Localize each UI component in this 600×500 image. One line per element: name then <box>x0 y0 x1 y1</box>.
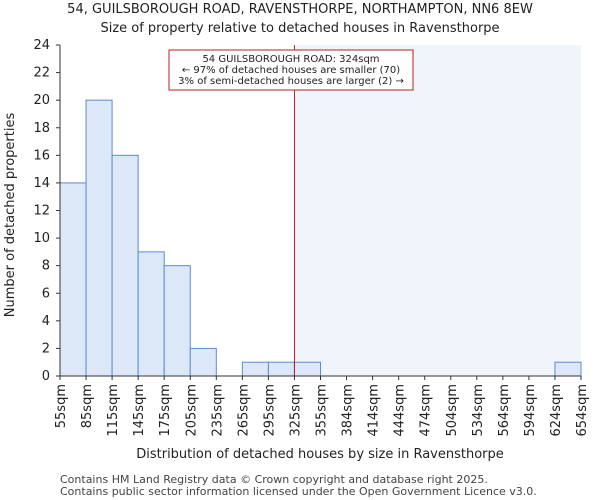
annotation-line3: 3% of semi-detached houses are larger (2… <box>178 76 404 87</box>
bar-205sqm <box>189 347 217 377</box>
y-tick-label: 2 <box>42 341 50 356</box>
y-tick-label: 10 <box>33 231 50 246</box>
y-tick-label: 0 <box>42 369 50 384</box>
x-tick-label: 414sqm <box>367 384 382 437</box>
x-tick-label: 115sqm <box>106 384 121 437</box>
x-tick-label: 654sqm <box>575 384 590 437</box>
x-tick-label: 265sqm <box>236 384 251 437</box>
annotation-line1: 54 GUILSBOROUGH ROAD: 324sqm <box>202 54 379 65</box>
x-tick-label: 145sqm <box>132 384 147 437</box>
bars <box>59 99 582 377</box>
x-tick-label: 205sqm <box>184 384 199 437</box>
x-axis-label: Distribution of detached houses by size … <box>136 447 504 462</box>
footer-line2: Contains public sector information licen… <box>60 485 537 498</box>
x-tick-label: 175sqm <box>158 384 173 437</box>
y-tick-label: 16 <box>33 148 50 163</box>
bar-145sqm <box>137 251 165 377</box>
bar-325sqm <box>293 361 322 377</box>
x-tick-labels: 55sqm 85sqm 115sqm 145sqm 175sqm 205sqm 235sqm… <box>54 376 590 437</box>
bar-265sqm <box>241 361 269 377</box>
y-tick-label: 22 <box>33 66 50 81</box>
x-tick-label: 504sqm <box>445 384 460 437</box>
x-tick-label: 295sqm <box>262 384 277 437</box>
annotation-box: 54 GUILSBOROUGH ROAD: 324sqm ← 97% of de… <box>168 49 414 91</box>
x-tick-label: 384sqm <box>341 384 356 437</box>
x-tick-label: 325sqm <box>288 384 303 437</box>
y-tick-label: 18 <box>33 121 50 136</box>
y-tick-label: 14 <box>33 176 50 191</box>
x-tick-label: 624sqm <box>549 384 564 437</box>
annotation-line2: ← 97% of detached houses are smaller (70… <box>182 65 400 76</box>
x-tick-label: 564sqm <box>497 384 512 437</box>
y-tick-label: 8 <box>42 259 50 274</box>
y-axis-label: Number of detached properties <box>3 113 18 318</box>
chart-title-line2: Size of property relative to detached ho… <box>100 21 499 36</box>
x-tick-label: 444sqm <box>393 384 408 437</box>
y-tick-label: 12 <box>33 204 50 219</box>
annotation-border <box>168 49 414 91</box>
chart-title-line1: 54, GUILSBOROUGH ROAD, RAVENSTHORPE, NOR… <box>67 2 533 17</box>
bar-175sqm <box>163 265 191 377</box>
y-tick-label: 20 <box>33 93 50 108</box>
y-tick-label: 6 <box>42 286 50 301</box>
x-tick-label: 474sqm <box>419 384 434 437</box>
footer-line1: Contains HM Land Registry data © Crown c… <box>60 473 488 486</box>
x-tick-label: 355sqm <box>315 384 330 437</box>
x-tick-label: 534sqm <box>471 384 486 437</box>
x-tick-label: 235sqm <box>210 384 225 437</box>
larger-region-highlight <box>294 45 581 376</box>
bar-624sqm <box>554 361 582 377</box>
bar-115sqm <box>111 154 139 377</box>
bar-295sqm <box>267 361 295 377</box>
bar-85sqm <box>85 99 113 377</box>
y-tick-label: 24 <box>33 38 50 53</box>
x-tick-label: 55sqm <box>54 384 69 428</box>
y-tick-label: 4 <box>42 314 50 329</box>
x-tick-label: 594sqm <box>523 384 538 437</box>
bar-55sqm <box>59 182 87 377</box>
x-tick-label: 85sqm <box>80 384 95 428</box>
